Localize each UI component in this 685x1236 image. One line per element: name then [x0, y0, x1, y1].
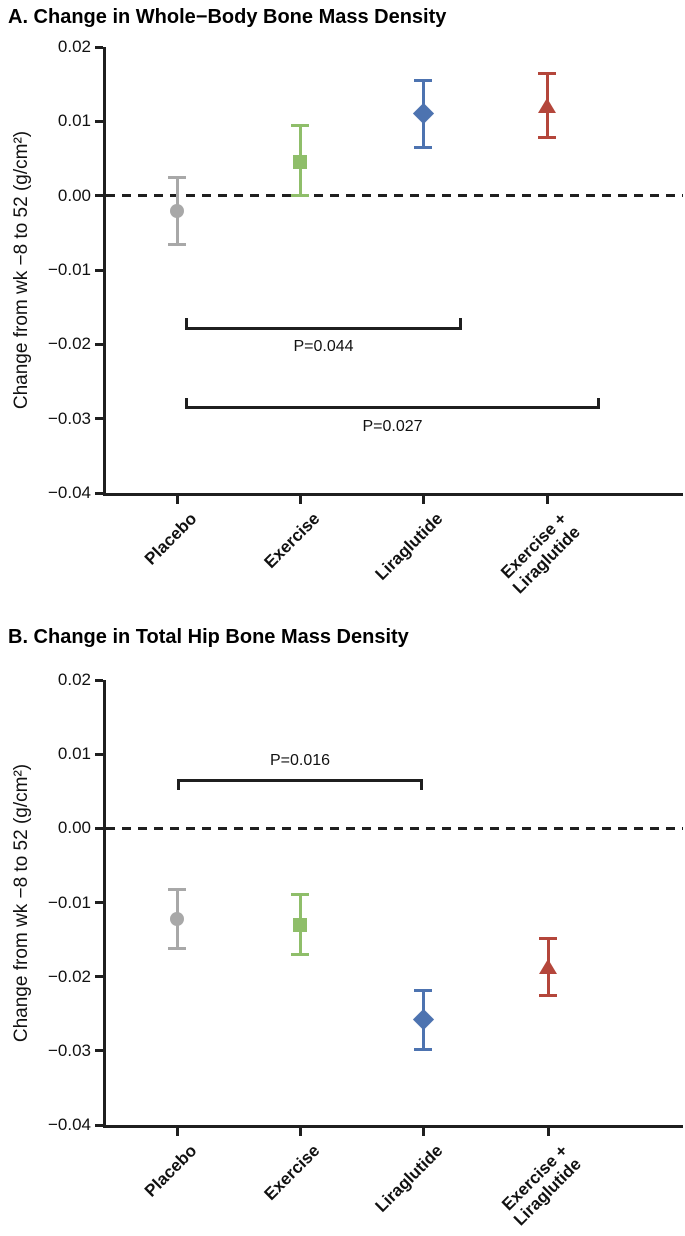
panel-b-ytick-label: −0.01 — [47, 892, 91, 912]
panel-a-xtick — [421, 496, 425, 504]
panel-b-ytick — [95, 1049, 103, 1053]
panel-a-xtick — [175, 496, 179, 504]
panel-a-pvalue-bracket — [185, 326, 462, 330]
panel-a-pvalue-bracket — [185, 406, 600, 409]
panel-b-xtick — [175, 1128, 179, 1136]
panel-a-pvalue-bracket-end-left — [185, 397, 188, 408]
panel-a-errorbar-cap-top — [538, 71, 556, 75]
panel-b-pvalue-label: P=0.016 — [269, 752, 331, 770]
panel-a-errorbar-cap-bottom — [414, 145, 432, 149]
panel-a-xtick — [545, 496, 549, 504]
panel-b-cat-label: Exercise — [260, 1141, 324, 1204]
panel-a-ytick — [95, 417, 103, 421]
panel-b-marker-diamond — [412, 1009, 434, 1031]
panel-a-y-axis — [103, 47, 106, 493]
panel-b-cat-label: Liraglutide — [371, 1141, 447, 1216]
panel-b-ytick-label: 0.01 — [57, 744, 91, 764]
panel-a-ytick — [95, 268, 103, 272]
panel-b-ytick — [95, 752, 103, 756]
panel-b-x-axis — [103, 1125, 683, 1128]
panel-b-errorbar-cap-bottom — [291, 952, 309, 956]
panel-a-marker-circle — [170, 203, 184, 218]
panel-a-ylabel: Change from wk −8 to 52 (g/cm²) — [11, 130, 32, 410]
panel-a-ytick-label: 0.02 — [57, 37, 91, 56]
panel-a-ytick — [95, 45, 103, 49]
panel-b-xtick — [421, 1128, 425, 1136]
panel-b-errorbar-cap-top — [291, 892, 309, 896]
panel-b-xtick — [298, 1128, 302, 1136]
panel-b-y-axis — [103, 680, 106, 1125]
panel-a-ytick — [95, 194, 103, 198]
panel-a-errorbar-cap-top — [168, 175, 186, 179]
panel-b-ytick — [95, 901, 103, 904]
panel-b-errorbar-cap-top — [539, 937, 557, 941]
panel-b-errorbar-cap-top — [414, 988, 432, 992]
panel-b-ytick — [95, 678, 103, 682]
panel-a-ytick — [95, 119, 103, 123]
panel-a-zero-line — [106, 194, 683, 198]
panel-a-pvalue-bracket-end-right — [597, 397, 600, 408]
panel-a-ytick — [95, 342, 103, 346]
panel-a-cat-label: Placebo — [140, 509, 201, 569]
panel-b-pvalue-bracket-end-right — [420, 780, 423, 791]
panel-a-x-axis — [103, 493, 683, 496]
panel-a-ytick-label: −0.03 — [47, 408, 91, 428]
panel-b-ytick-label: −0.02 — [47, 966, 91, 986]
panel-b-pvalue-bracket-end-left — [177, 780, 180, 791]
panel-b-xtick — [546, 1128, 550, 1136]
panel-b-ytick-label: 0.00 — [57, 818, 91, 838]
panel-a-ytick-label: −0.02 — [47, 334, 91, 354]
panel-a-cat-label: Liraglutide — [371, 509, 447, 584]
panel-a-pvalue-label: P=0.044 — [293, 338, 354, 355]
panel-b-ytick — [95, 975, 103, 979]
panel-b-marker-square — [293, 917, 307, 932]
panel-a-cat-label: Exercise — [260, 509, 324, 572]
panel-a-errorbar-cap-bottom — [538, 136, 556, 140]
panel-b-ytick — [95, 826, 103, 830]
panel-a-pvalue-bracket-end-left — [185, 318, 188, 328]
panel-a-pvalue-bracket-end-right — [459, 318, 462, 328]
panel-b-marker-triangle — [539, 958, 557, 974]
panel-b-ylabel: Change from wk −8 to 52 (g/cm²) — [11, 763, 32, 1042]
panel-a-ytick-label: −0.04 — [47, 483, 91, 502]
panel-a-marker-triangle — [538, 97, 556, 113]
panel-b-pvalue-bracket — [177, 778, 423, 782]
panel-a-ytick-label: 0.00 — [57, 185, 91, 205]
panel-b-errorbar-cap-bottom — [414, 1047, 432, 1051]
panel-b-cat-label: Placebo — [140, 1141, 201, 1201]
panel-a-title: A. Change in Whole−Body Bone Mass Densit… — [8, 6, 447, 28]
panel-b-marker-circle — [170, 911, 184, 926]
panel-a-marker-diamond — [412, 103, 434, 125]
panel-a-errorbar-cap-bottom — [168, 242, 186, 246]
panel-a-xtick — [298, 496, 302, 504]
panel-a-cat-label: Exercise + Liraglutide — [497, 509, 584, 598]
panel-a-ytick-label: −0.01 — [47, 260, 91, 279]
panel-a-pvalue-label: P=0.027 — [362, 417, 423, 435]
panel-b-cat-label: Exercise + Liraglutide — [498, 1141, 585, 1230]
panel-b-zero-line — [106, 826, 683, 830]
panel-a-ytick — [95, 491, 103, 495]
panel-a-marker-square — [293, 155, 307, 170]
panel-a-errorbar-cap-bottom — [291, 194, 309, 198]
panel-b-ytick — [95, 1123, 103, 1127]
panel-b-errorbar-cap-bottom — [168, 947, 186, 950]
panel-b-errorbar-cap-top — [168, 888, 186, 892]
panel-b-ytick-label: −0.04 — [47, 1115, 91, 1134]
panel-b-errorbar-cap-bottom — [539, 993, 557, 997]
panel-a-errorbar-cap-top — [291, 123, 309, 127]
panel-a-ytick-label: 0.01 — [57, 111, 91, 131]
panel-b-ytick-label: −0.03 — [47, 1040, 91, 1060]
panel-b-title: B. Change in Total Hip Bone Mass Density — [8, 626, 409, 648]
panel-a-errorbar-cap-top — [414, 79, 432, 82]
panel-b-ytick-label: 0.02 — [57, 670, 91, 689]
